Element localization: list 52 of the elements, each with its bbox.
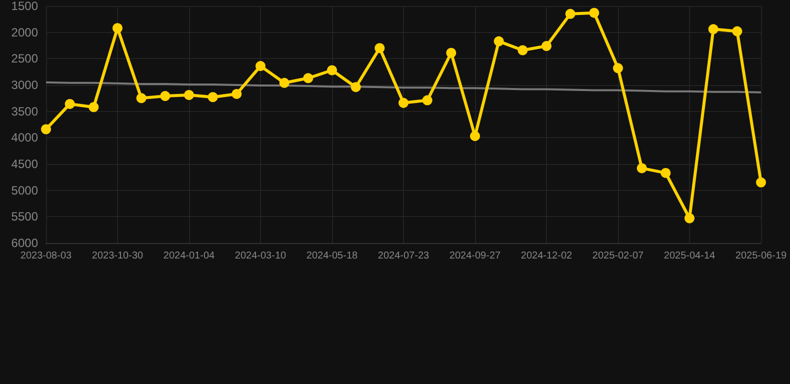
point [756, 177, 766, 188]
point [88, 102, 99, 112]
point [41, 124, 51, 134]
point [256, 61, 266, 72]
point [350, 82, 361, 92]
point [542, 41, 552, 52]
y-tick-label: 4000 [11, 130, 38, 145]
point [398, 98, 408, 108]
y-tick-label: 4500 [11, 157, 38, 171]
y-tick-label: 2500 [11, 52, 38, 66]
y-tick-label: 5500 [11, 210, 38, 224]
point [470, 131, 480, 142]
point [303, 73, 314, 84]
point [374, 43, 385, 54]
x-tick-label: 2024-05-18 [306, 250, 358, 262]
point [708, 24, 718, 34]
point [660, 168, 671, 178]
point [494, 36, 504, 46]
y-tick-label: 5000 [11, 183, 38, 198]
y-tick-label: 3000 [11, 78, 38, 92]
x-tick-label: 2025-02-07 [592, 250, 644, 262]
point [136, 93, 146, 104]
point [613, 63, 623, 74]
point [64, 98, 75, 109]
point [112, 23, 122, 34]
point [565, 8, 576, 19]
y-tick-label: 1500 [11, 0, 38, 13]
point [732, 26, 742, 36]
point [160, 91, 170, 102]
point [208, 92, 218, 102]
x-tick-label: 2025-06-19 [735, 250, 788, 262]
point [422, 95, 432, 106]
x-tick-label: 2025-04-14 [664, 250, 716, 262]
y-tick-label: 2000 [11, 25, 38, 40]
point [636, 163, 647, 174]
x-tick-label: 2024-01-04 [163, 250, 216, 262]
x-tick-label: 2023-08-03 [20, 250, 72, 262]
point [184, 90, 194, 100]
point [518, 45, 528, 56]
x-tick-label: 2024-03-10 [234, 250, 287, 262]
point [232, 88, 242, 99]
point [279, 78, 290, 88]
x-tick-label: 2023-10-30 [92, 250, 144, 262]
y-tick-label: 3500 [11, 104, 38, 118]
point [684, 213, 694, 224]
x-tick-label: 2024-12-02 [520, 250, 573, 262]
y-tick-label: 6000 [11, 236, 38, 250]
x-tick-label: 2024-09-27 [449, 250, 502, 262]
x-tick-label: 2024-07-23 [378, 250, 430, 262]
point [446, 48, 456, 58]
point [589, 8, 600, 18]
point [327, 65, 337, 76]
